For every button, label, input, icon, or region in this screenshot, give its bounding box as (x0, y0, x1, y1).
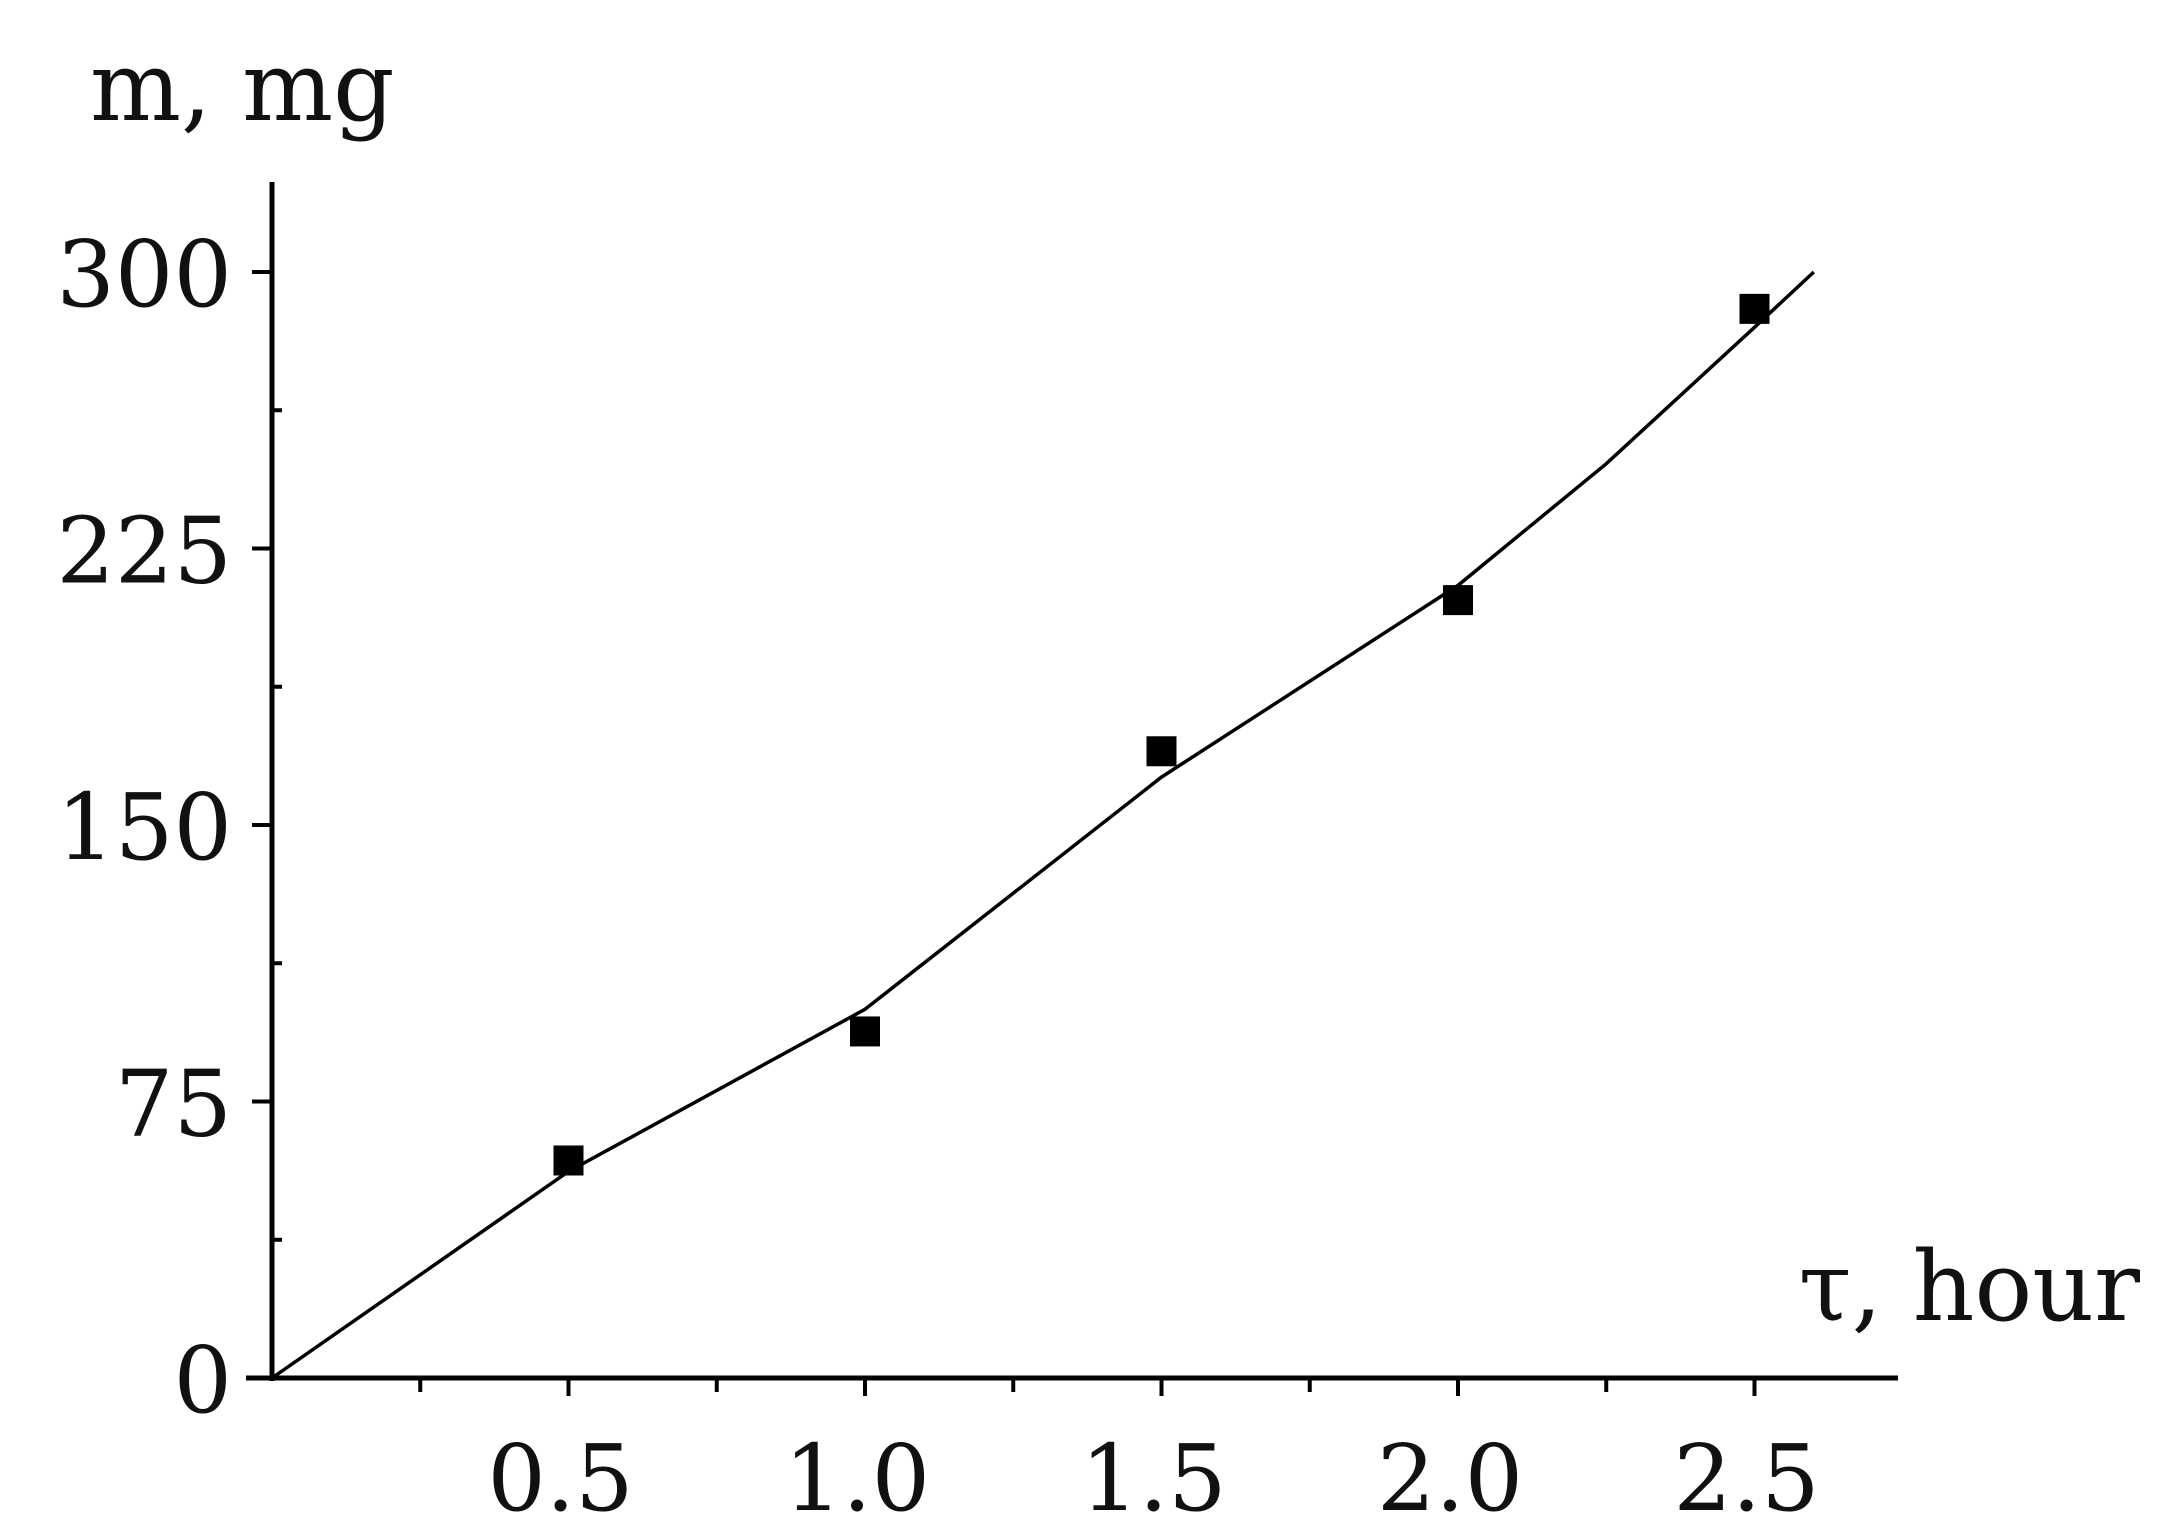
y-tick-label: 150 (56, 774, 232, 881)
fit-line (270, 270, 1815, 1380)
data-point (1146, 736, 1177, 767)
y-axis-label: m, mg (90, 31, 395, 143)
x-tick-label: 1.5 (1080, 1425, 1226, 1532)
tick-marks (252, 270, 1757, 1396)
x-tick-label: 2.0 (1377, 1425, 1523, 1532)
x-axis-label: τ, hour (1799, 1231, 2141, 1343)
data-point (553, 1145, 584, 1176)
data-point (850, 1016, 880, 1047)
tick-labels: 0.5 1.0 1.5 2.0 2.5 0 75 150 225 300 (56, 221, 1819, 1532)
y-tick-label: 300 (56, 221, 232, 328)
series-layer (270, 270, 1815, 1380)
x-tick-label: 0.5 (487, 1425, 633, 1532)
data-point (1739, 293, 1770, 324)
data-point (1443, 585, 1473, 616)
x-tick-label: 1.0 (784, 1425, 930, 1532)
y-tick-label: 0 (173, 1327, 232, 1434)
y-tick-label: 75 (115, 1051, 232, 1158)
x-tick-label: 2.5 (1673, 1425, 1819, 1532)
axes (246, 182, 1898, 1381)
y-tick-label: 225 (56, 498, 232, 605)
